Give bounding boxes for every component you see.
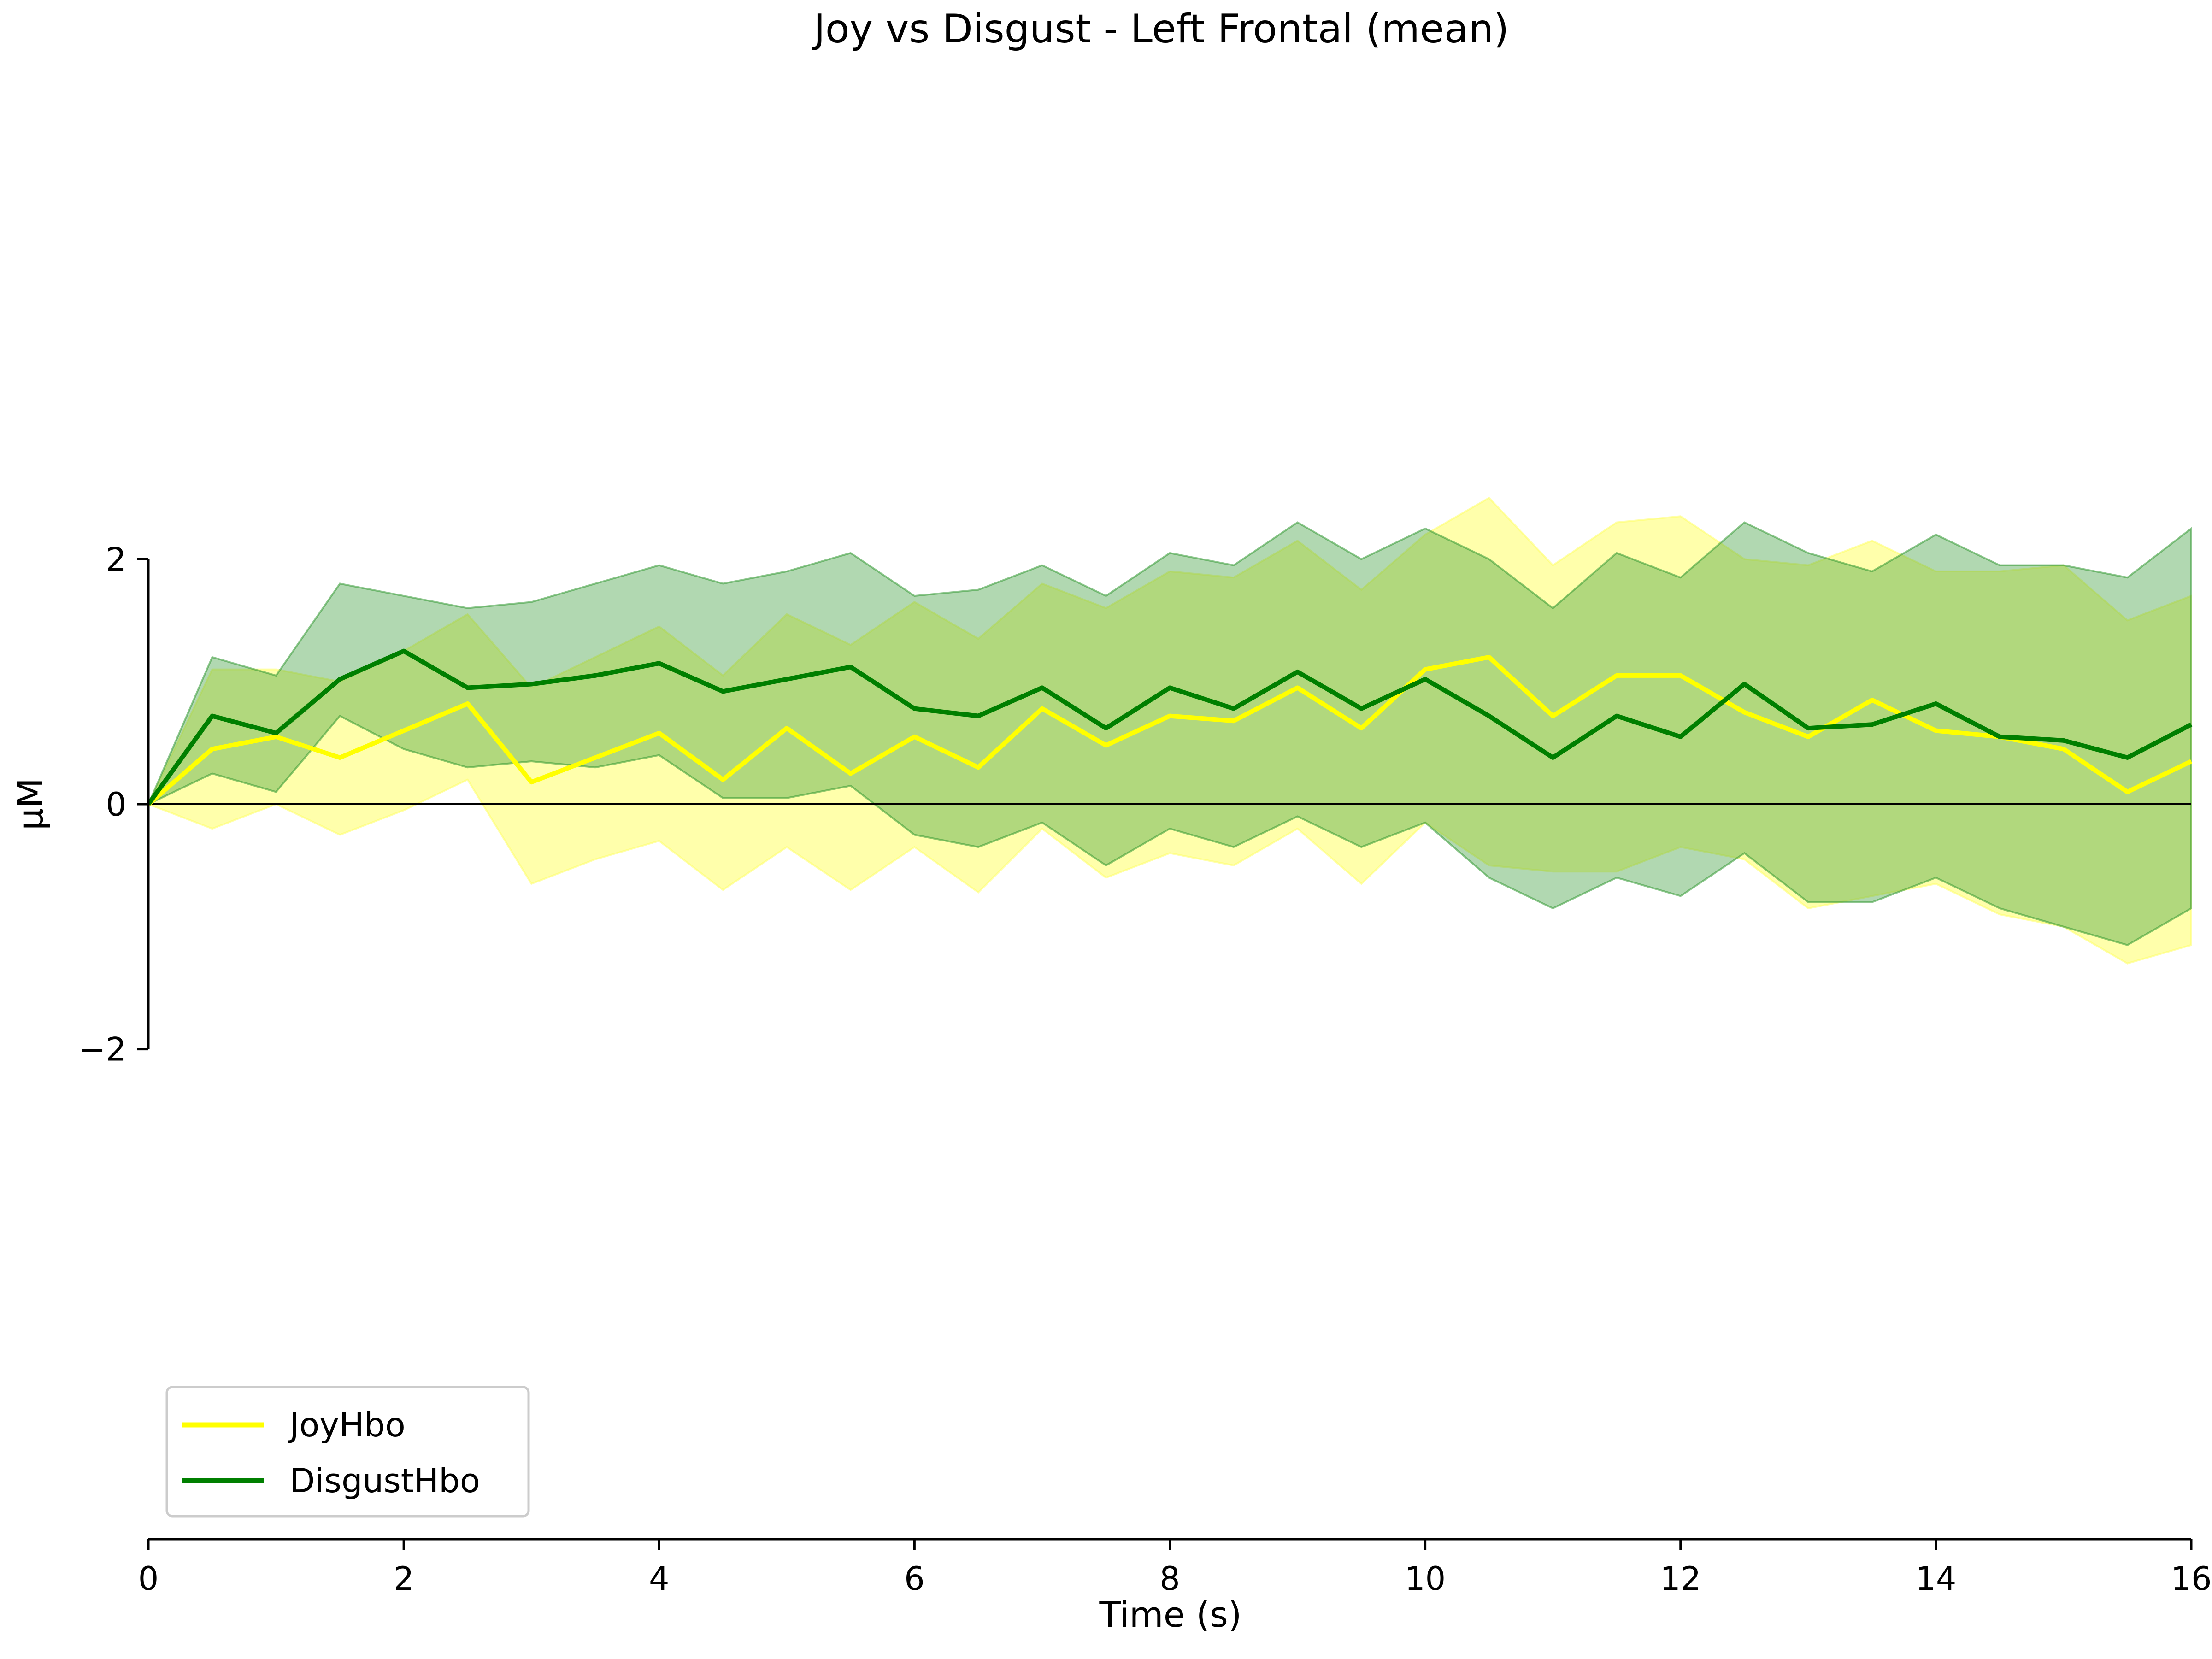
x-tick-label: 16 [2171, 1560, 2212, 1598]
series-line-joyhbo [147, 655, 2193, 806]
x-tick-label: 0 [138, 1560, 159, 1598]
x-tick-label: 4 [649, 1560, 670, 1598]
x-tick-label: 8 [1159, 1560, 1180, 1598]
series-line-disgusthbo [146, 648, 2193, 806]
x-tick-label: 10 [1405, 1560, 1446, 1598]
x-tick-label: 6 [904, 1560, 925, 1598]
y-tick-label: 0 [106, 786, 126, 824]
chart-title: Joy vs Disgust - Left Frontal (mean) [811, 6, 1509, 52]
band-disgusthbo [147, 521, 2192, 946]
x-axis-label: Time (s) [1099, 1594, 1241, 1635]
x-tick-label: 12 [1660, 1560, 1701, 1598]
legend-label-disgusthbo: DisgustHbo [289, 1461, 480, 1500]
x-tick-label: 14 [1915, 1560, 1956, 1598]
x-tick-label: 2 [394, 1560, 414, 1598]
y-tick-label: 2 [106, 541, 126, 578]
y-tick-label: −2 [79, 1031, 126, 1069]
y-axis: −2 0 2 [79, 541, 150, 1069]
legend-box [165, 1386, 530, 1518]
legend: JoyHbo DisgustHbo [165, 1386, 530, 1518]
series-lines [146, 648, 2193, 806]
confidence-bands [147, 496, 2192, 965]
legend-label-joyhbo: JoyHbo [288, 1406, 406, 1444]
x-axis: 0 2 4 6 8 10 12 14 16 [138, 1538, 2212, 1598]
y-axis-label: µM [10, 778, 51, 830]
